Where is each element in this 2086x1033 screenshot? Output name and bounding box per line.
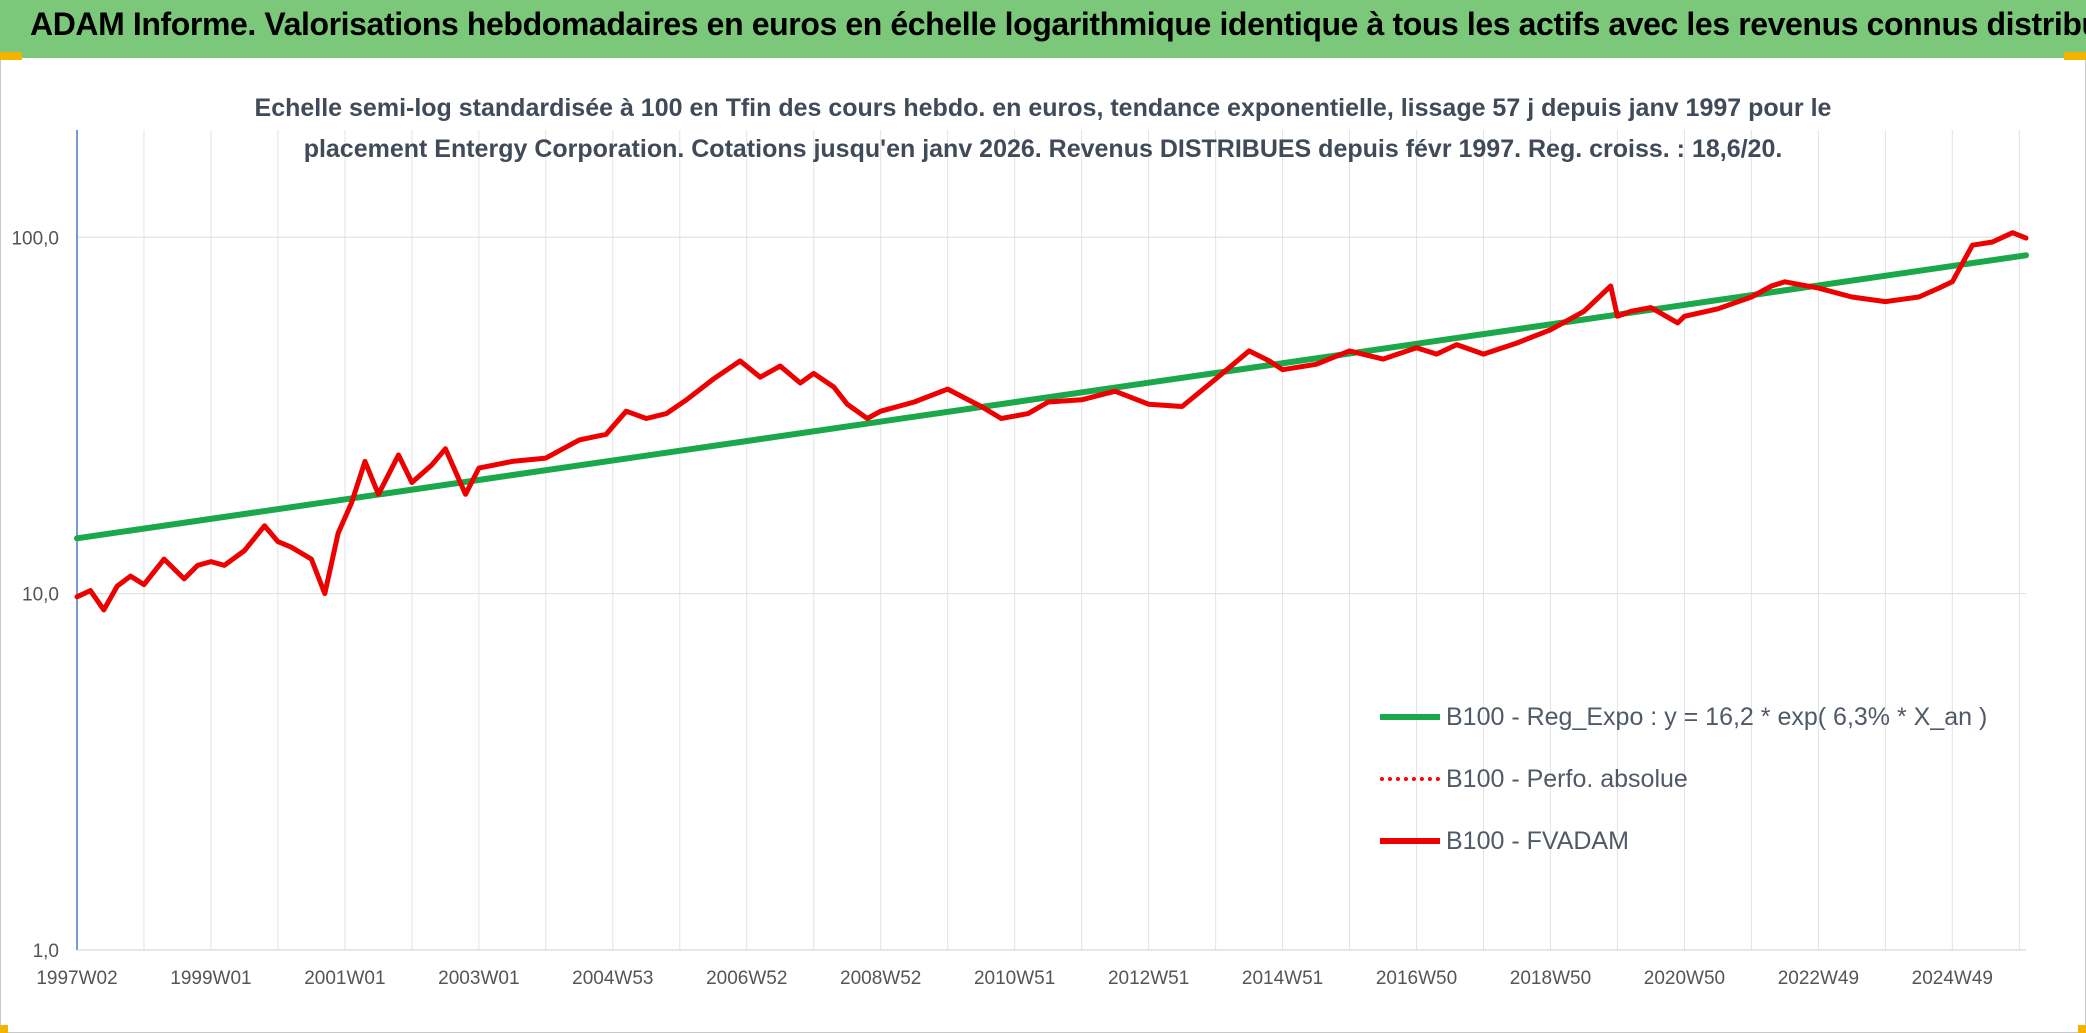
x-tick-label: 2006W52 bbox=[706, 968, 787, 989]
corner-accent-top-left bbox=[0, 52, 22, 60]
legend-label-fvadam: B100 - FVADAM bbox=[1446, 826, 1629, 855]
chart-subtitle: Echelle semi-log standardisée à 100 en T… bbox=[0, 88, 2086, 170]
report-title: ADAM Informe. Valorisations hebdomadaire… bbox=[30, 6, 2086, 42]
x-tick-label: 2001W01 bbox=[304, 968, 385, 989]
legend-label-regression: B100 - Reg_Expo : y = 16,2 * exp( 6,3% *… bbox=[1446, 702, 1988, 731]
x-tick-label: 2003W01 bbox=[438, 968, 519, 989]
x-tick-label: 2024W49 bbox=[1912, 968, 1993, 989]
x-tick-label: 2004W53 bbox=[572, 968, 653, 989]
chart-subtitle-line-1: Echelle semi-log standardisée à 100 en T… bbox=[254, 94, 1832, 122]
x-tick-label: 2022W49 bbox=[1778, 968, 1859, 989]
series-layer bbox=[74, 230, 2029, 613]
legend-item-perfo-absolue: B100 - Perfo. absolue bbox=[1380, 748, 2040, 810]
legend-label-perfo-absolue: B100 - Perfo. absolue bbox=[1446, 764, 1688, 793]
legend-item-fvadam: B100 - FVADAM bbox=[1380, 810, 2040, 872]
report-banner: ADAM Informe. Valorisations hebdomadaire… bbox=[0, 0, 2086, 58]
x-tick-label: 2010W51 bbox=[974, 968, 1055, 989]
corner-accent-top-right bbox=[2064, 52, 2086, 60]
x-tick-label: 2012W51 bbox=[1108, 968, 1189, 989]
x-tick-label: 2016W50 bbox=[1376, 968, 1457, 989]
axis-layer: 1,0 10,0 100,0 1997W02 1999W01 2001W01 2003W01… bbox=[11, 130, 2026, 989]
legend-swatch-fvadam bbox=[1380, 838, 1440, 844]
x-tick-label: 1997W02 bbox=[36, 968, 117, 989]
y-tick-label: 10,0 bbox=[22, 585, 59, 606]
x-tick-label: 2020W50 bbox=[1644, 968, 1725, 989]
corner-accent-bottom-right bbox=[2078, 1025, 2086, 1033]
chart-subtitle-line-2: placement Entergy Corporation. Cotations… bbox=[303, 135, 1783, 163]
regression-line bbox=[74, 252, 2029, 542]
x-tick-label: 2014W51 bbox=[1242, 968, 1323, 989]
x-tick-label: 2008W52 bbox=[840, 968, 921, 989]
fvadam-line bbox=[74, 230, 2029, 613]
legend-swatch-perfo-absolue bbox=[1380, 777, 1440, 781]
x-tick-label: 1999W01 bbox=[170, 968, 251, 989]
legend-swatch-regression bbox=[1380, 714, 1440, 720]
x-tick-label: 2018W50 bbox=[1510, 968, 1591, 989]
y-tick-label: 1,0 bbox=[33, 941, 59, 962]
y-tick-label: 100,0 bbox=[11, 228, 59, 249]
chart-legend: B100 - Reg_Expo : y = 16,2 * exp( 6,3% *… bbox=[1380, 686, 2040, 872]
corner-accent-bottom-left bbox=[0, 1025, 8, 1033]
legend-item-regression: B100 - Reg_Expo : y = 16,2 * exp( 6,3% *… bbox=[1380, 686, 2040, 748]
